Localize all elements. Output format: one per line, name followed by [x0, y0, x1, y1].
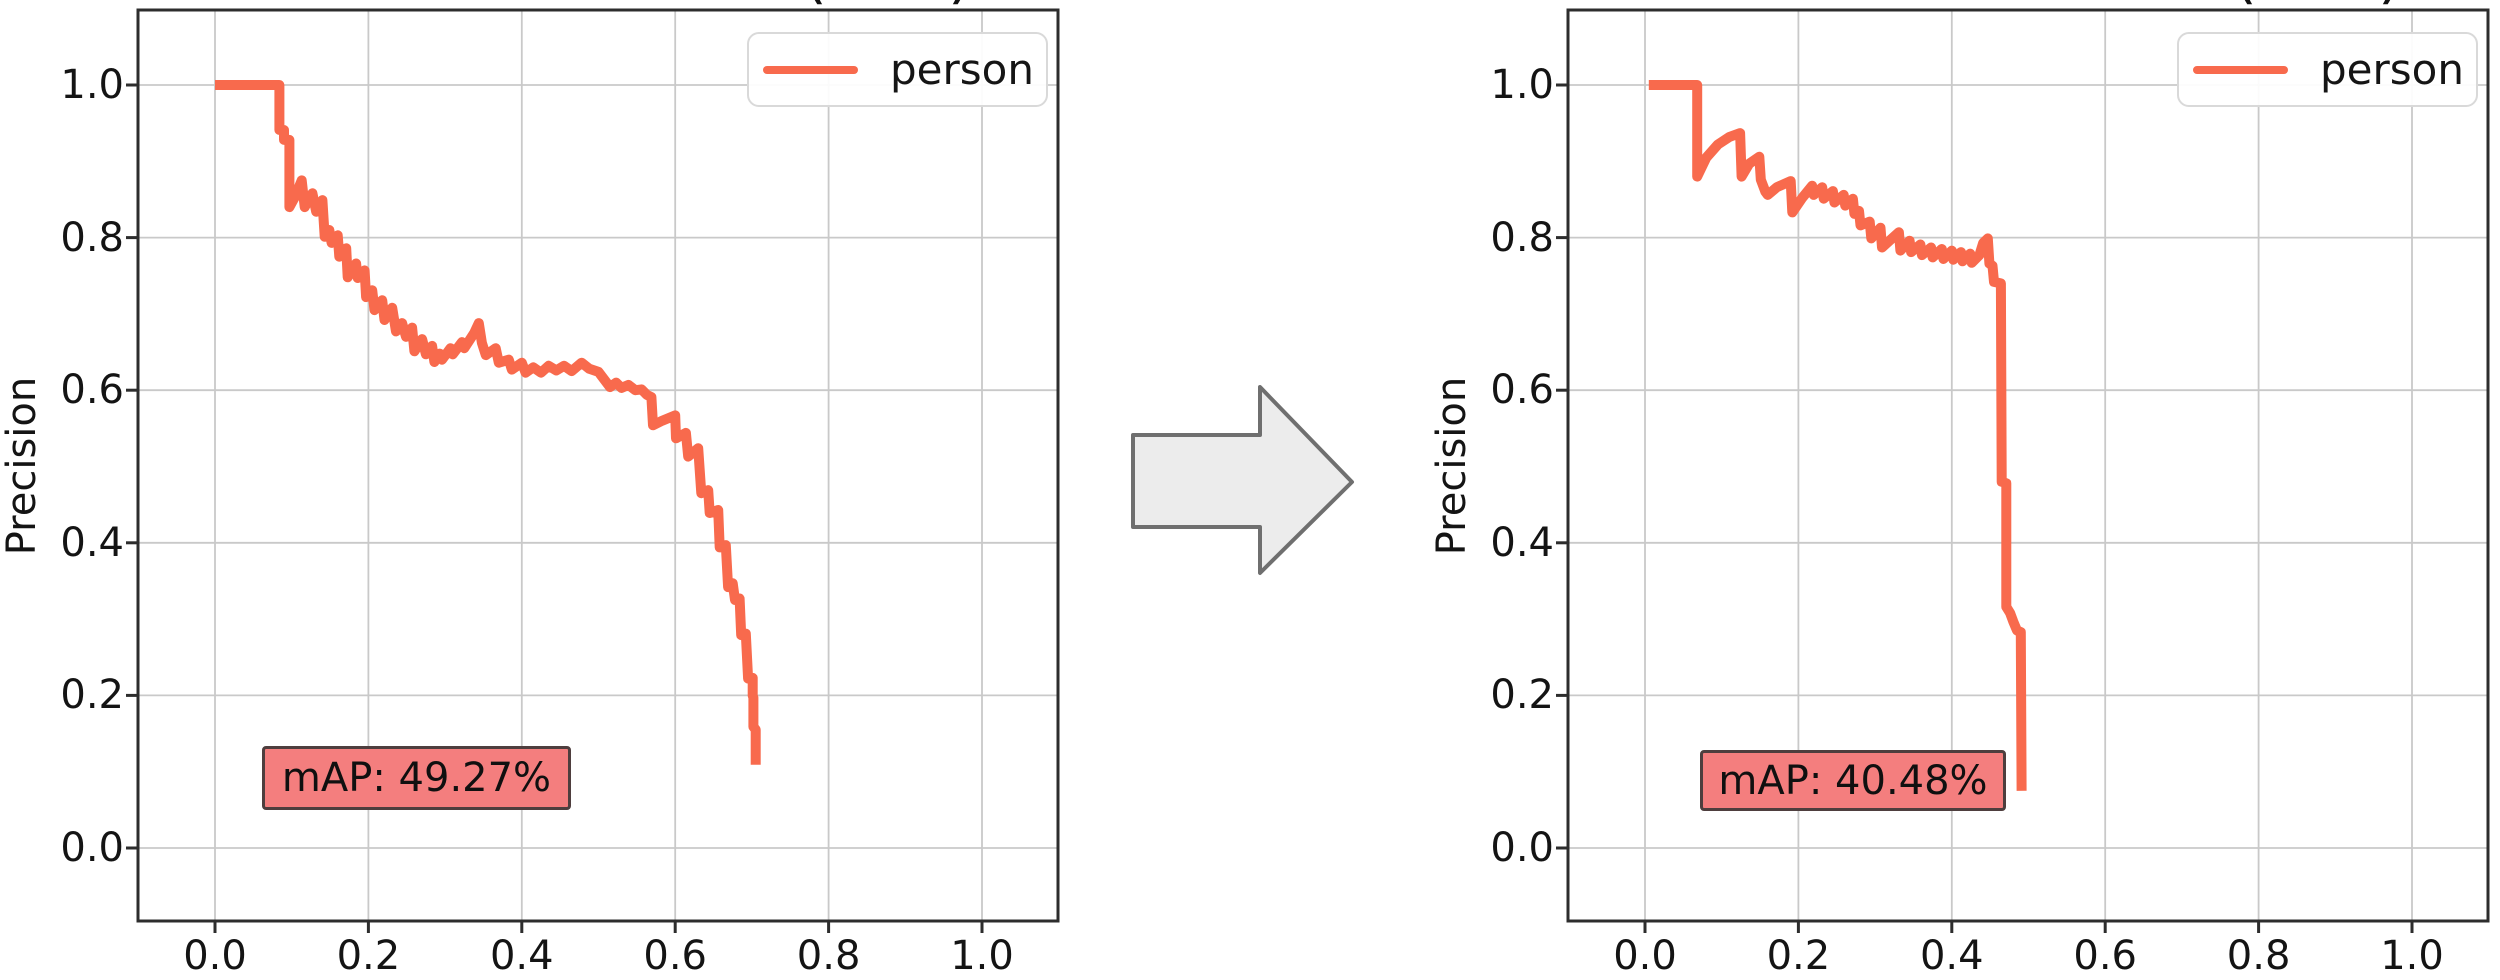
clipped-title-glyph: ( — [2233, 0, 2257, 11]
x-tick-label: 0.2 — [336, 933, 401, 979]
clipped-title-glyph: ) — [2378, 0, 2402, 11]
axes-spines — [1566, 8, 2490, 923]
x-tick-label: 0.6 — [2073, 933, 2137, 979]
left-legend: person — [747, 32, 1048, 107]
left-y-axis-label: Precision — [0, 376, 45, 556]
left-map-annotation: mAP: 49.27% — [262, 746, 571, 810]
clipped-title-glyph: ( — [803, 0, 827, 11]
left-legend-line-swatch — [763, 65, 858, 74]
tick-marks — [126, 83, 984, 933]
y-tick-label: 0.8 — [60, 214, 124, 261]
y-tick-label: 0.2 — [60, 672, 124, 719]
y-tick-label: 0.2 — [1490, 672, 1554, 719]
x-tick-label: 0.0 — [1613, 933, 1677, 979]
x-tick-label: 1.0 — [950, 933, 1014, 979]
left-pr-curve-person — [215, 80, 761, 765]
y-tick-label: 1.0 — [60, 62, 124, 108]
x-tick-label: 0.8 — [2226, 933, 2291, 979]
left-chart: () — [126, 0, 1060, 933]
x-tick-label: 0.6 — [643, 933, 707, 979]
right-legend-line-swatch — [2193, 65, 2288, 74]
right-legend: person — [2177, 32, 2478, 107]
x-tick-label: 1.0 — [2380, 933, 2444, 979]
y-tick-label: 0.4 — [1490, 519, 1554, 566]
right-pr-curve-person — [1648, 80, 2027, 791]
right-map-annotation: mAP: 40.48% — [1700, 750, 2006, 811]
y-tick-label: 0.6 — [1490, 367, 1554, 414]
x-tick-label: 0.4 — [1919, 933, 1984, 979]
right-legend-label: person — [2320, 44, 2464, 94]
transition-arrow-icon — [1131, 385, 1354, 575]
x-tick-label: 0.2 — [1766, 933, 1831, 979]
axes-spines — [136, 8, 1060, 923]
y-tick-label: 0.0 — [1490, 825, 1554, 871]
right-y-axis-label: Precision — [1429, 376, 1475, 556]
y-tick-label: 0.6 — [60, 367, 124, 414]
y-tick-label: 0.0 — [60, 825, 124, 871]
left-legend-label: person — [890, 44, 1034, 94]
y-tick-label: 0.4 — [60, 519, 124, 566]
tick-marks — [1556, 83, 2414, 933]
right-chart: () — [1556, 0, 2490, 933]
x-tick-label: 0.0 — [183, 933, 247, 979]
x-tick-label: 0.8 — [796, 933, 861, 979]
y-tick-label: 0.8 — [1490, 214, 1554, 261]
x-tick-label: 0.4 — [489, 933, 554, 979]
y-tick-label: 1.0 — [1490, 62, 1554, 108]
clipped-title-glyph: ) — [948, 0, 972, 11]
grid-lines — [138, 10, 1058, 921]
